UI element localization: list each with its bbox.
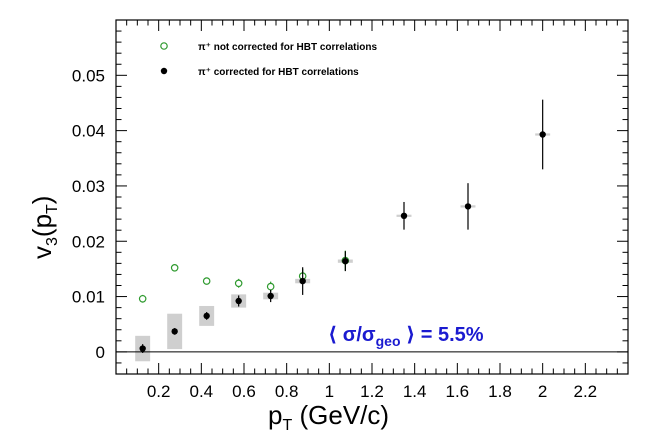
corrected-point (299, 277, 306, 285)
y-tick-label: 0.02 (72, 232, 105, 251)
x-tick-label: 2.2 (574, 382, 598, 401)
uncorrected-point (202, 277, 211, 285)
y-tick-label: 0 (96, 343, 105, 362)
uncorrected-point (138, 294, 147, 303)
corrected-point (203, 312, 210, 320)
corrected-point (539, 131, 546, 138)
y-axis-title: v3(pT) (27, 196, 61, 259)
x-tick-label: 0.4 (190, 382, 214, 401)
legend-label-corrected: π⁺ corrected for HBT correlations (198, 67, 359, 78)
x-axis-title: pT (GeV/c) (268, 400, 389, 434)
legend-label-uncorrected: π⁺ not corrected for HBT correlations (198, 42, 378, 53)
uncorrected-point (234, 279, 243, 288)
corrected-point (400, 212, 408, 220)
corrected-point (267, 292, 274, 300)
tick-labels: 0.2 0.4 0.6 0.8 1 1.2 1.4 1.6 1.8 2 2.2 0 0.01 0.02 0.… (72, 66, 597, 401)
uncorrected-point (266, 282, 275, 291)
x-tick-label: 2 (538, 382, 547, 401)
annotation-label: ⟨ σ/σgeo ⟩ = 5.5% (328, 324, 484, 349)
x-tick-label: 0.8 (275, 382, 299, 401)
corrected-point (171, 328, 178, 335)
x-tick-label: 1.8 (488, 382, 512, 401)
legend: π⁺ not corrected for HBT correlations π⁺… (160, 42, 378, 78)
y-tick-label: 0.01 (72, 288, 105, 307)
y-tick-label: 0.04 (72, 122, 105, 141)
legend-open-circle-marker (160, 42, 168, 50)
y-tick-label: 0.05 (72, 66, 105, 85)
x-tick-label: 0.2 (147, 382, 171, 401)
corrected-point (139, 345, 146, 352)
x-tick-label: 0.6 (232, 382, 256, 401)
legend-filled-circle-marker (160, 67, 168, 75)
x-tick-label: 1 (325, 382, 334, 401)
plot-frame (115, 19, 629, 375)
axis-ticks (115, 19, 629, 375)
x-tick-label: 1.2 (360, 382, 384, 401)
corrected-point (235, 297, 242, 305)
corrected-point (342, 257, 349, 265)
x-tick-label: 1.4 (403, 382, 427, 401)
uncorrected-point (170, 263, 179, 272)
x-tick-label: 1.6 (446, 382, 470, 401)
y-tick-label: 0.03 (72, 177, 105, 196)
data-points (138, 99, 546, 353)
corrected-point (464, 203, 472, 210)
